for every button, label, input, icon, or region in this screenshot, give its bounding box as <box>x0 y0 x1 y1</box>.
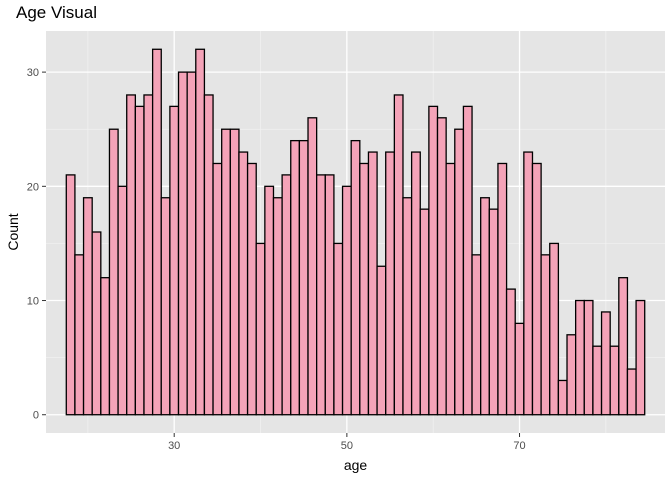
x-tick-label: 70 <box>513 440 525 452</box>
bar-age-49 <box>333 242 344 416</box>
bar-age-83 <box>626 368 637 416</box>
bar-age-52 <box>359 162 370 416</box>
bar-age-79 <box>592 345 603 416</box>
bar-age-45 <box>298 139 309 416</box>
bar-age-82 <box>618 277 629 416</box>
chart-title: Age Visual <box>16 3 97 22</box>
bar-age-54 <box>376 265 387 416</box>
bar-age-37 <box>229 128 240 416</box>
bar-age-81 <box>609 345 620 416</box>
bar-age-30 <box>169 105 180 416</box>
bar-age-18 <box>65 174 76 416</box>
bar-age-29 <box>160 197 171 416</box>
bar-age-84 <box>635 299 646 416</box>
bar-age-65 <box>471 254 482 416</box>
bar-age-68 <box>497 162 508 416</box>
y-tick-label: 0 <box>33 410 39 422</box>
bar-age-61 <box>436 117 447 416</box>
bar-age-46 <box>307 117 318 416</box>
bar-age-75 <box>557 379 568 416</box>
y-axis-title: Count <box>5 213 21 250</box>
x-tick-label: 50 <box>341 440 353 452</box>
bar-age-28 <box>151 48 162 416</box>
bar-age-53 <box>367 151 378 416</box>
bar-age-51 <box>350 139 361 416</box>
bar-age-77 <box>574 299 585 416</box>
bar-age-44 <box>290 139 301 416</box>
x-axis-title: age <box>344 457 368 473</box>
bar-age-32 <box>186 71 197 416</box>
x-tick-label: 30 <box>168 440 180 452</box>
bar-age-63 <box>454 128 465 416</box>
bar-age-58 <box>410 151 421 416</box>
bar-age-34 <box>203 94 214 416</box>
bar-age-40 <box>255 242 266 416</box>
bar-age-23 <box>108 128 119 416</box>
y-tick-label: 10 <box>27 296 39 308</box>
bar-age-74 <box>549 242 560 416</box>
bar-age-59 <box>419 208 430 416</box>
bar-age-21 <box>91 231 102 416</box>
bar-age-47 <box>316 174 326 416</box>
y-tick-label: 30 <box>27 67 39 79</box>
y-tick-label: 20 <box>27 181 39 193</box>
bar-age-73 <box>540 254 551 416</box>
bar-age-31 <box>177 71 188 416</box>
bar-age-56 <box>393 94 404 416</box>
bar-age-26 <box>134 105 145 416</box>
bar-age-41 <box>264 185 275 416</box>
bar-age-78 <box>583 299 594 416</box>
bar-age-66 <box>480 197 490 416</box>
bar-age-64 <box>462 105 473 416</box>
bar-age-27 <box>143 94 154 416</box>
bar-age-76 <box>566 334 577 416</box>
bar-age-38 <box>238 151 249 416</box>
bar-age-48 <box>324 174 335 416</box>
bar-age-80 <box>600 311 611 416</box>
bar-age-35 <box>212 162 223 416</box>
bar-age-62 <box>445 162 456 416</box>
bar-age-19 <box>74 254 85 416</box>
bar-age-39 <box>246 162 257 416</box>
bar-age-25 <box>126 94 137 416</box>
bar-age-42 <box>272 197 283 416</box>
bar-age-36 <box>221 128 231 416</box>
bar-age-57 <box>402 197 413 416</box>
bar-age-67 <box>488 208 499 416</box>
bar-age-60 <box>428 105 439 416</box>
bar-age-55 <box>385 151 395 416</box>
bar-age-70 <box>514 322 525 416</box>
bar-age-50 <box>341 185 352 416</box>
bar-age-33 <box>195 48 206 416</box>
bar-age-43 <box>281 174 292 416</box>
bar-age-22 <box>100 277 111 416</box>
bar-age-20 <box>82 197 93 416</box>
bar-age-72 <box>531 162 542 416</box>
bar-age-71 <box>523 151 534 416</box>
bar-age-69 <box>505 288 516 416</box>
bar-age-24 <box>117 185 128 416</box>
